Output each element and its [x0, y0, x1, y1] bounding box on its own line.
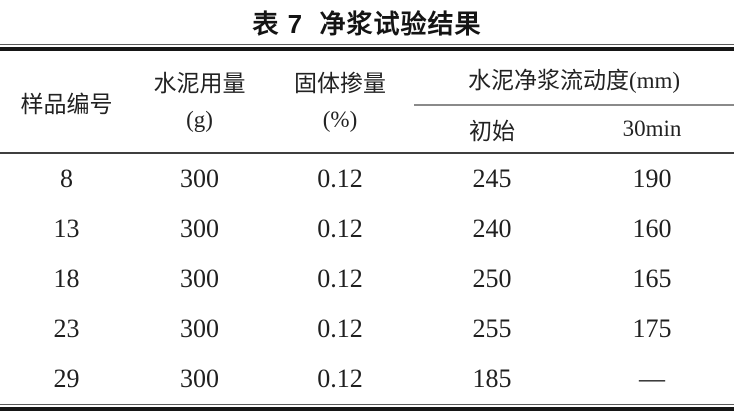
cell-cement-amount: 300 [180, 264, 219, 293]
table-row: 29 300 0.12 185 — [0, 354, 734, 404]
header-row-sub: 初始 30min [0, 105, 734, 154]
cell-fluidity-initial: 240 [472, 214, 512, 243]
header-fluidity-group: 水泥净浆流动度(mm) [414, 51, 734, 106]
cell-cement-amount: 300 [180, 214, 219, 243]
cell-fluidity-30min: — [639, 364, 665, 393]
header-solid-content-unit: (%) [322, 106, 358, 132]
cell-solid-content: 0.12 [317, 164, 363, 193]
header-fluidity-group-label: 水泥净浆流动度(mm) [467, 67, 681, 93]
cell-cement-amount: 300 [180, 164, 219, 193]
header-sample-id: 样品编号 [0, 51, 133, 154]
cell-fluidity-initial: 245 [472, 164, 512, 193]
cell-cement-amount: 300 [180, 314, 219, 343]
table-header: 样品编号 水泥用量 (g) 固体掺量 (%) 水泥净浆流动度(mm) 初始 [0, 51, 734, 154]
header-solid-content-label: 固体掺量 [294, 70, 386, 96]
cell-fluidity-30min: 175 [632, 314, 672, 343]
cell-sample-id: 13 [53, 214, 80, 243]
cell-fluidity-30min: 165 [632, 264, 672, 293]
cell-cement-amount: 300 [180, 364, 219, 393]
header-fluidity-30min: 30min [570, 105, 734, 154]
header-cement-amount-unit: (g) [186, 106, 213, 132]
header-row-main: 样品编号 水泥用量 (g) 固体掺量 (%) 水泥净浆流动度(mm) [0, 51, 734, 154]
paste-test-results-table: 样品编号 水泥用量 (g) 固体掺量 (%) 水泥净浆流动度(mm) 初始 [0, 51, 734, 404]
cell-sample-id: 8 [60, 164, 73, 193]
table-row: 13 300 0.12 240 160 [0, 204, 734, 254]
header-cement-amount-label: 水泥用量 [153, 70, 246, 96]
cell-solid-content: 0.12 [317, 364, 363, 393]
cell-fluidity-30min: 160 [632, 214, 672, 243]
cell-sample-id: 18 [53, 264, 80, 293]
cell-fluidity-30min: 190 [632, 164, 672, 193]
table-row: 8 300 0.12 245 190 [0, 153, 734, 204]
header-fluidity-initial-label: 初始 [469, 119, 515, 144]
header-fluidity-initial: 初始 [414, 105, 570, 154]
table-bottom-rule [0, 404, 734, 411]
table-top-rule [0, 44, 734, 51]
header-cement-amount: 水泥用量 (g) [133, 51, 266, 154]
cell-fluidity-initial: 185 [472, 364, 512, 393]
header-sample-id-label: 样品编号 [20, 91, 113, 117]
cell-solid-content: 0.12 [317, 314, 363, 343]
table-row: 23 300 0.12 255 175 [0, 304, 734, 354]
table-body: 8 300 0.12 245 190 13 300 0.12 240 160 1… [0, 153, 734, 404]
cell-sample-id: 29 [53, 364, 80, 393]
cell-fluidity-initial: 250 [472, 264, 512, 293]
cell-solid-content: 0.12 [317, 214, 363, 243]
header-solid-content: 固体掺量 (%) [266, 51, 414, 154]
table-title: 表 7 净浆试验结果 [252, 8, 482, 39]
cell-sample-id: 23 [53, 314, 80, 343]
cell-solid-content: 0.12 [317, 264, 363, 293]
header-fluidity-30min-label: 30min [622, 116, 682, 141]
cell-fluidity-initial: 255 [472, 314, 512, 343]
table-row: 18 300 0.12 250 165 [0, 254, 734, 304]
